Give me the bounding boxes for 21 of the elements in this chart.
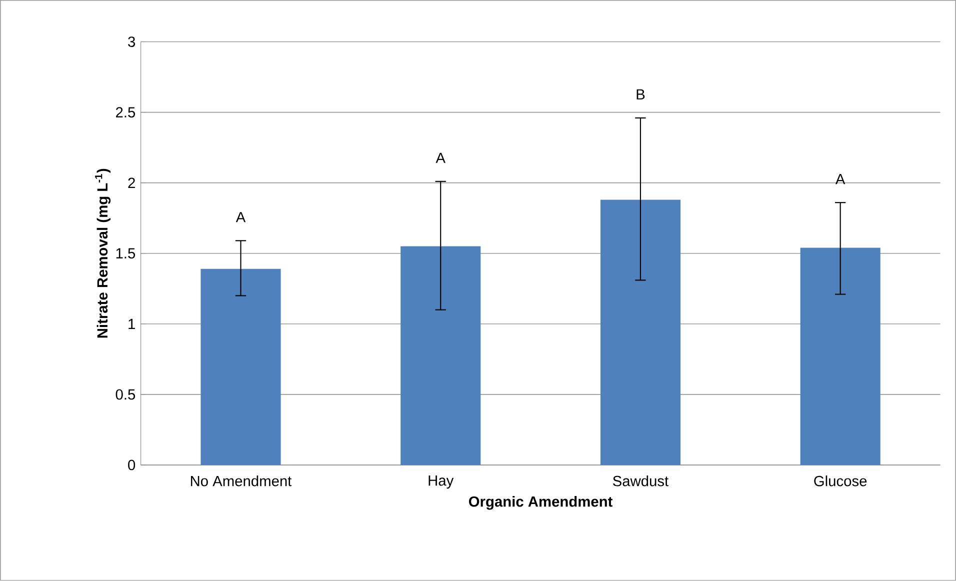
x-tick-label: Hay [428,476,454,489]
x-tick-label: No Amendment [190,476,292,486]
x-tick-label: Sawdust [613,476,669,486]
annotation: A [436,152,446,164]
y-tick-label: 1 [128,318,135,330]
x-tick-label: Glucose [814,476,867,486]
y-tick-label: 1.5 [116,248,136,259]
bar [600,200,680,466]
annotation: A [835,174,846,184]
bar [800,248,880,466]
y-tick-label: 3 [128,36,136,48]
x-axis-title: Organic Amendment [468,496,613,510]
annotation: A [236,212,246,222]
bar [200,268,281,466]
y-tick-label: 0 [128,460,136,470]
annotation: B [636,89,645,100]
y-tick-label: 2 [128,178,135,188]
y-axis-title: Nitrate Removal (mg L$^{-1}$) [95,168,111,338]
y-tick-label: 0.5 [116,389,136,400]
y-tick-label: 2.5 [116,107,136,118]
bar [400,246,481,466]
